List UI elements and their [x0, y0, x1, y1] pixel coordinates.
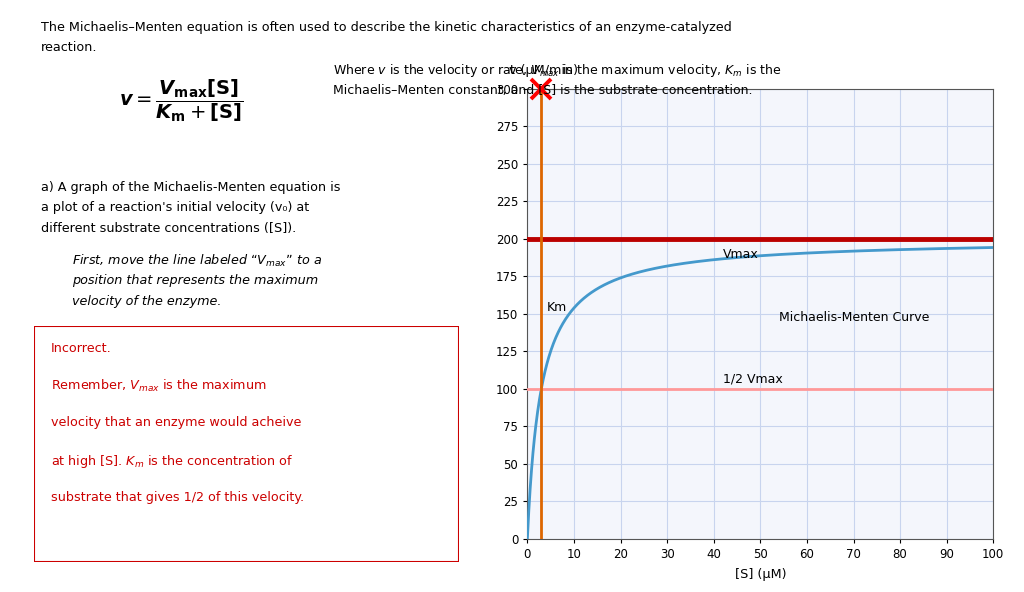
FancyBboxPatch shape [34, 326, 459, 562]
Text: at high [S]. $K_m$ is the concentration of: at high [S]. $K_m$ is the concentration … [51, 453, 293, 471]
Text: Km: Km [547, 301, 567, 314]
Text: position that represents the maximum: position that represents the maximum [72, 274, 317, 287]
Text: Michaelis–Menten constant, and [S] is the substrate concentration.: Michaelis–Menten constant, and [S] is th… [333, 84, 753, 97]
Text: Michaelis-Menten Curve: Michaelis-Menten Curve [779, 311, 930, 324]
Text: 1/2 Vmax: 1/2 Vmax [723, 373, 782, 386]
Text: velocity that an enzyme would acheive: velocity that an enzyme would acheive [51, 416, 301, 429]
Text: First, move the line labeled “$V_{max}$” to a: First, move the line labeled “$V_{max}$”… [72, 253, 322, 269]
Text: v (μM/min): v (μM/min) [509, 64, 578, 77]
Text: Incorrect.: Incorrect. [51, 342, 112, 355]
Text: Vmax: Vmax [723, 248, 759, 261]
Text: Where $v$ is the velocity or rate, $V_{max}$ is the maximum velocity, $K_m$ is t: Where $v$ is the velocity or rate, $V_{m… [333, 62, 781, 79]
Text: The Michaelis–Menten equation is often used to describe the kinetic characterist: The Michaelis–Menten equation is often u… [41, 21, 732, 34]
Text: reaction.: reaction. [41, 41, 97, 54]
Text: velocity of the enzyme.: velocity of the enzyme. [72, 295, 221, 308]
Text: a) A graph of the Michaelis-Menten equation is: a) A graph of the Michaelis-Menten equat… [41, 181, 340, 194]
Text: substrate that gives 1/2 of this velocity.: substrate that gives 1/2 of this velocit… [51, 491, 304, 504]
Text: a plot of a reaction's initial velocity (v₀) at: a plot of a reaction's initial velocity … [41, 201, 309, 214]
Text: Remember, $V_{max}$ is the maximum: Remember, $V_{max}$ is the maximum [51, 378, 266, 394]
Text: different substrate concentrations ([S]).: different substrate concentrations ([S])… [41, 222, 296, 235]
X-axis label: [S] (μM): [S] (μM) [734, 568, 786, 581]
Text: $\boldsymbol{v} = \dfrac{\boldsymbol{V}_{\mathbf{max}}\mathbf{[S]}}{\boldsymbol{: $\boldsymbol{v} = \dfrac{\boldsymbol{V}_… [119, 78, 244, 124]
